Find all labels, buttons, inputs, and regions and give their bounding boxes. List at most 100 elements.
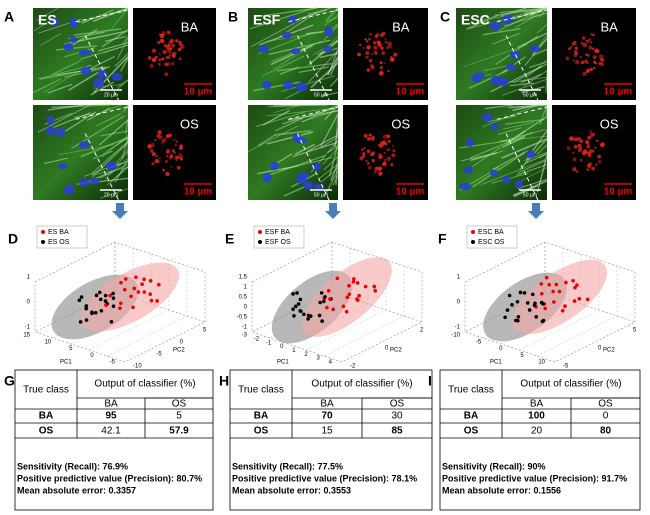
chromatin-dot: [161, 31, 166, 36]
fiber: [255, 111, 306, 127]
boundary-line: [496, 106, 548, 201]
fiber: [274, 117, 303, 132]
chromatin-dot: [168, 54, 172, 57]
table-header: Output of classifier (%): [311, 379, 412, 390]
fiber: [545, 71, 548, 93]
pc2-tick-label: 5: [203, 328, 207, 334]
chromatin-dot: [599, 54, 604, 59]
z-tick-label: 1: [27, 275, 31, 281]
fiber: [517, 178, 548, 190]
nucleus: [63, 185, 75, 195]
fiber: [106, 165, 129, 186]
row-label: BA: [39, 411, 53, 422]
os-point: [79, 295, 84, 299]
nucleus: [489, 20, 502, 31]
chromatin-dot: [150, 149, 154, 153]
nucleus: [489, 169, 499, 177]
fiber: [121, 36, 129, 45]
table-cell: 15: [321, 426, 333, 437]
ba-point: [148, 292, 153, 296]
table-frame: [229, 369, 433, 511]
pc1-tick-label: 2: [304, 352, 308, 358]
fiber: [545, 104, 548, 116]
fiber: [498, 127, 522, 135]
os-point: [541, 302, 545, 306]
grid-line: [106, 315, 188, 357]
metric: Mean absolute error: 0.3357: [17, 485, 136, 495]
chromatin-dot: [592, 33, 595, 37]
fiber: [511, 76, 548, 83]
fiber: [91, 142, 129, 178]
chromatin-dot: [575, 169, 579, 173]
table-cell: 57.9: [169, 426, 189, 437]
ba-point: [572, 299, 577, 303]
fiber: [86, 55, 115, 72]
fiber: [125, 119, 129, 135]
fiber: [80, 44, 129, 60]
fiber: [40, 33, 62, 46]
ba-point: [142, 277, 146, 282]
nucleus: [459, 182, 472, 191]
pc1-tick-label: 0: [499, 346, 503, 352]
nucleus: [283, 80, 294, 90]
legend-label: ES BA: [48, 229, 69, 236]
fiber: [90, 81, 115, 96]
os-point: [90, 311, 94, 316]
pc2-tick-label: -10: [133, 364, 142, 370]
ba-point: [577, 296, 582, 301]
column-label: OS: [598, 399, 613, 410]
grid-line: [323, 315, 405, 357]
chromatin-dot: [170, 154, 173, 157]
chromatin-dot: [371, 53, 374, 56]
chromatin-dot: [574, 46, 579, 51]
ba-point: [357, 293, 361, 298]
chromatin-dot: [579, 56, 582, 59]
fiber: [499, 135, 548, 142]
fiber: [296, 9, 328, 21]
nucleus: [78, 49, 91, 56]
fiber: [515, 13, 539, 28]
ba-point: [157, 282, 161, 287]
chromatin-dot: [572, 137, 577, 142]
metric: Mean absolute error: 0.3553: [232, 485, 351, 495]
pc2-tick-label: 5: [633, 328, 637, 334]
scale-label: 20 µm: [104, 92, 118, 98]
fiber: [520, 73, 542, 84]
ba-point: [560, 308, 565, 313]
nucleus: [295, 82, 308, 92]
table-frame: [439, 369, 641, 511]
fiber: [482, 104, 539, 128]
os-point: [292, 314, 296, 318]
column-label: BA: [104, 399, 118, 410]
fiber: [114, 159, 129, 183]
chromatin-dot: [370, 136, 375, 141]
chromatin-dot: [367, 162, 370, 165]
fiber: [503, 122, 534, 130]
nucleus: [525, 150, 536, 159]
fiber: [504, 12, 548, 27]
chromatin-dot: [174, 156, 179, 160]
fiber: [330, 162, 339, 181]
panel-letter: D: [8, 231, 18, 247]
fiber: [500, 128, 547, 142]
z-tick-label: -1: [25, 325, 31, 331]
fiber: [502, 78, 548, 96]
chromatin-dot: [577, 148, 582, 153]
fiber: [320, 113, 339, 147]
table-cell: 20: [531, 426, 543, 437]
table-header: True class: [448, 385, 494, 396]
condition-label: BA: [600, 19, 618, 34]
chromatin-dot: [379, 61, 383, 64]
os-point: [296, 302, 301, 306]
chromatin-dot: [179, 144, 184, 148]
ba-point: [118, 301, 123, 306]
os-point: [516, 315, 521, 319]
chromatin-dot: [591, 47, 595, 50]
fiber: [482, 27, 521, 36]
table-cell: 95: [105, 411, 117, 422]
axis-label: PC2: [603, 348, 615, 354]
os-point: [534, 315, 539, 319]
chromatin-dot: [173, 152, 176, 155]
os-point: [93, 310, 98, 315]
